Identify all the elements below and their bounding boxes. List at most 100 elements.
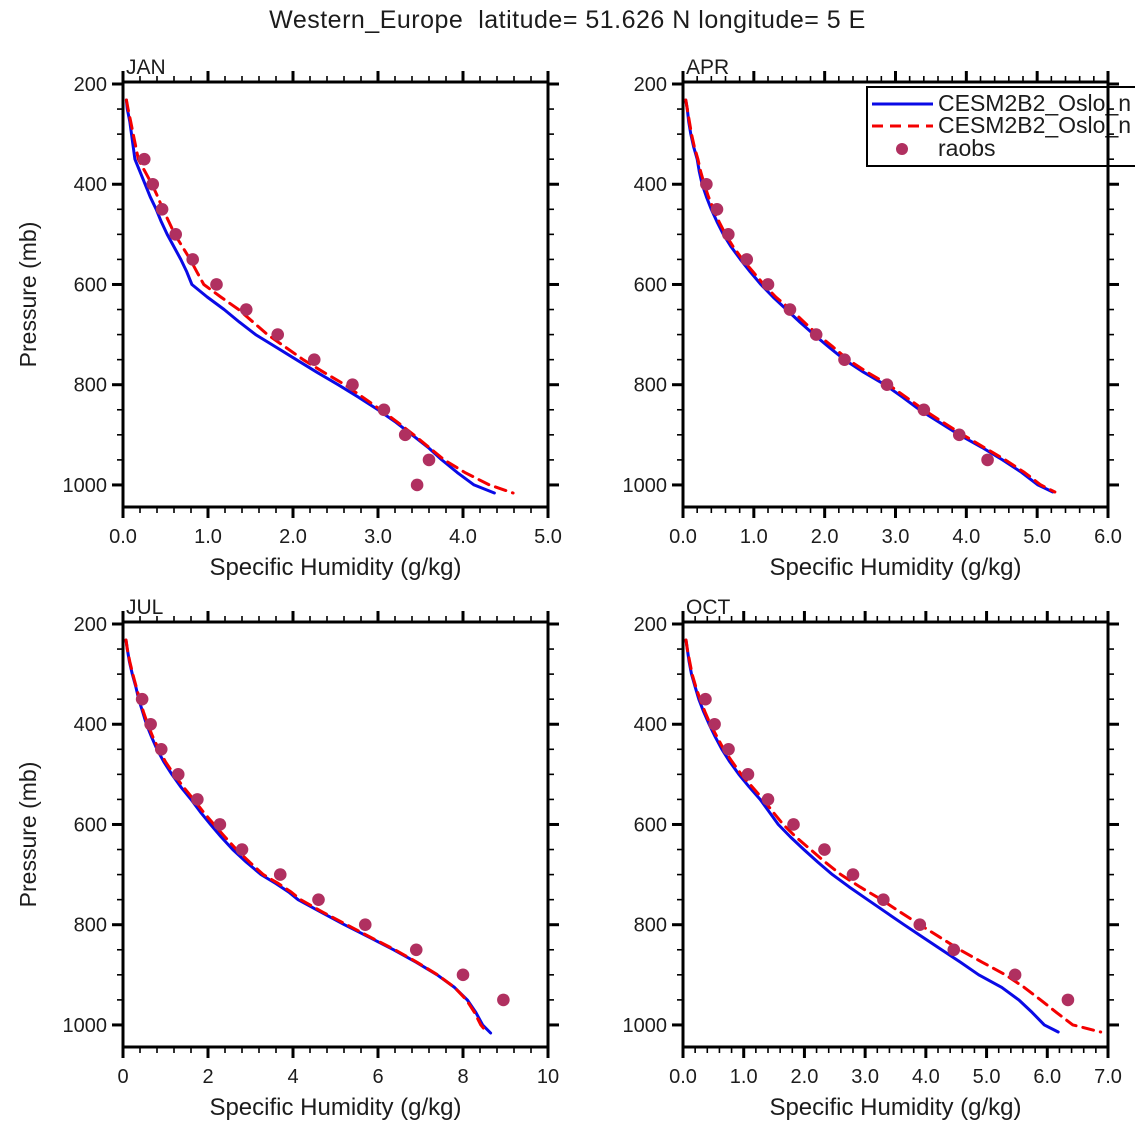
x-tick-label: 2.0 xyxy=(811,526,839,548)
raobs-dot xyxy=(917,403,931,417)
x-tick-label: 0.0 xyxy=(669,526,697,548)
y-tick-label: 1000 xyxy=(63,1015,108,1037)
y-tick-label: 800 xyxy=(74,375,107,397)
chart-title: Western_Europe latitude= 51.626 N longit… xyxy=(269,6,866,34)
x-tick-label: 4.0 xyxy=(912,1066,940,1088)
x-tick-label: 6.0 xyxy=(1094,526,1122,548)
raobs-points xyxy=(135,692,510,1007)
raobs-dot xyxy=(981,453,994,467)
x-tick-label: 5.0 xyxy=(1023,526,1051,548)
y-tick-label: 400 xyxy=(74,174,107,196)
x-axis-title: Specific Humidity (g/kg) xyxy=(209,1094,461,1121)
panel-jul: JUL 0 2 4 6 8 10 200 400 600 800 1000 Specific Humid… xyxy=(15,596,559,1121)
y-tick-label: 600 xyxy=(74,274,107,296)
legend-label: CESM2B2_Oslo_n xyxy=(938,112,1131,138)
y-axis-title: Pressure (mb) xyxy=(15,222,41,368)
y-tick-label: 400 xyxy=(634,714,667,736)
x-tick-label: 0.0 xyxy=(669,1066,697,1088)
x-tick-label: 8 xyxy=(457,1066,468,1088)
y-tick-label: 600 xyxy=(634,814,667,836)
raobs-dot xyxy=(155,202,169,216)
raobs-dot xyxy=(137,152,151,166)
x-tick-label: 1.0 xyxy=(194,526,222,548)
panel-month-label: JAN xyxy=(126,56,166,79)
raobs-dot xyxy=(809,328,823,341)
x-axis-title: Specific Humidity (g/kg) xyxy=(769,554,1021,581)
raobs-dot xyxy=(722,742,735,756)
x-tick-label: 2.0 xyxy=(791,1066,819,1088)
raobs-dot xyxy=(700,177,713,191)
panel-jan: JAN 0.0 1.0 2.0 3.0 4.0 5.0 200 400 600 800 1000 Spe… xyxy=(15,56,562,581)
y-tick-label: 800 xyxy=(634,915,667,937)
raobs-dot xyxy=(312,893,325,906)
raobs-dot xyxy=(710,202,724,216)
raobs-dot xyxy=(410,478,424,492)
raobs-dot xyxy=(741,768,755,781)
x-tick-label: 6.0 xyxy=(1033,1066,1061,1088)
raobs-dot xyxy=(213,818,227,831)
model-curve-dashed xyxy=(684,638,1103,1034)
axis-ticks xyxy=(672,611,1119,1058)
raobs-dot xyxy=(191,793,204,806)
raobs-dot xyxy=(783,303,797,316)
panel-month-label: OCT xyxy=(686,596,731,619)
x-tick-label: 0 xyxy=(117,1066,128,1088)
raobs-dot xyxy=(497,993,510,1007)
x-tick-label: 3.0 xyxy=(364,526,392,548)
x-tick-label: 3.0 xyxy=(851,1066,879,1088)
panel-frame xyxy=(681,620,1110,1049)
raobs-dot xyxy=(186,253,199,266)
axis-ticks xyxy=(112,71,559,518)
axis-ticks xyxy=(112,611,559,1058)
panel-apr: APR 0.0 1.0 2.0 3.0 4.0 5.0 6.0 200 400 600 800 1000… xyxy=(623,56,1122,581)
legend-label: raobs xyxy=(938,135,996,161)
raobs-dot xyxy=(171,768,185,781)
model-curve-solid xyxy=(124,98,496,495)
x-axis-title: Specific Humidity (g/kg) xyxy=(209,554,461,581)
raobs-dot xyxy=(409,943,423,957)
raobs-dot xyxy=(422,453,436,467)
raobs-dot xyxy=(818,843,831,856)
y-tick-label: 600 xyxy=(74,814,107,836)
raobs-dot xyxy=(210,278,223,291)
y-tick-label: 400 xyxy=(634,174,667,196)
panel-frame xyxy=(121,80,550,509)
x-tick-label: 6 xyxy=(372,1066,383,1088)
y-tick-label: 800 xyxy=(634,375,667,397)
x-axis-title: Specific Humidity (g/kg) xyxy=(769,1094,1021,1121)
raobs-points xyxy=(700,177,994,467)
y-tick-label: 200 xyxy=(74,74,107,96)
x-tick-label: 1.0 xyxy=(730,1066,758,1088)
panel-month-label: JUL xyxy=(126,596,163,619)
raobs-dot xyxy=(761,278,775,291)
y-tick-label: 400 xyxy=(74,714,107,736)
y-tick-label: 1000 xyxy=(63,475,108,497)
model-curve-dashed xyxy=(124,98,515,495)
raobs-dot xyxy=(761,793,775,806)
y-tick-label: 200 xyxy=(634,614,667,636)
x-tick-label: 3.0 xyxy=(882,526,910,548)
raobs-dot xyxy=(135,692,149,706)
x-tick-label: 5.0 xyxy=(973,1066,1001,1088)
raobs-dot xyxy=(154,742,168,756)
x-tick-label: 7.0 xyxy=(1094,1066,1122,1088)
raobs-dot xyxy=(787,818,800,831)
raobs-dot xyxy=(307,353,321,366)
raobs-dot xyxy=(144,717,157,731)
raobs-dot xyxy=(877,893,890,906)
panel-frame xyxy=(681,80,1110,509)
y-tick-label: 200 xyxy=(634,74,667,96)
raobs-dot xyxy=(952,428,966,442)
raobs-dot xyxy=(271,328,285,341)
legend-dot-sample xyxy=(896,143,908,155)
y-tick-label: 600 xyxy=(634,274,667,296)
raobs-dot xyxy=(699,692,712,706)
raobs-dot xyxy=(722,228,735,241)
y-axis-title: Pressure (mb) xyxy=(15,762,41,908)
panel-frame xyxy=(121,620,550,1049)
model-curve-dashed xyxy=(124,638,490,1035)
raobs-dot xyxy=(146,177,160,191)
